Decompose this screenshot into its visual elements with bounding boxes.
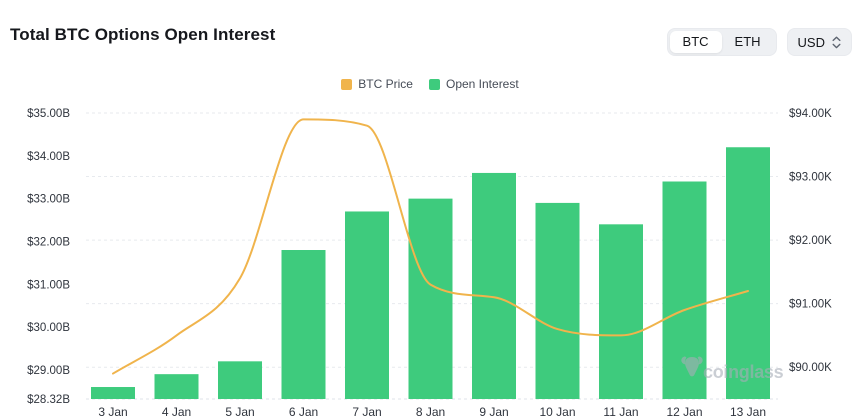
x-axis-tick-label: 10 Jan [539, 405, 575, 419]
x-axis-tick-label: 7 Jan [352, 405, 381, 419]
x-axis-tick-label: 13 Jan [730, 405, 766, 419]
open-interest-swatch-icon [428, 78, 440, 90]
open-interest-bar-9-jan[interactable] [472, 172, 516, 399]
x-axis-tick-label: 5 Jan [225, 405, 254, 419]
left-axis-tick-label: $35.00B [27, 108, 70, 120]
x-axis-tick-label: 8 Jan [416, 405, 445, 419]
open-interest-bar-13-jan[interactable] [726, 147, 770, 399]
open-interest-bar-10-jan[interactable] [535, 202, 580, 399]
open-interest-bar-7-jan[interactable] [345, 211, 389, 399]
left-axis-tick-label: $34.00B [27, 151, 70, 163]
x-axis-tick-label: 4 Jan [162, 405, 191, 419]
open-interest-bar-12-jan[interactable] [662, 181, 707, 399]
left-axis-tick-label: $30.00B [27, 322, 70, 334]
legend-label-open-interest: Open Interest [445, 77, 519, 91]
right-axis-tick-label: $94.00K [789, 108, 832, 120]
open-interest-bar-5-jan[interactable] [218, 361, 262, 399]
x-axis-tick-label: 12 Jan [666, 405, 702, 419]
x-axis-tick-label: 3 Jan [98, 405, 127, 419]
open-interest-bar-6-jan[interactable] [281, 250, 326, 399]
left-axis-tick-label: $32.00B [27, 236, 70, 248]
currency-select[interactable]: USD [786, 28, 852, 56]
legend-item-open-interest[interactable]: Open Interest [428, 77, 519, 91]
right-axis-tick-label: $93.00K [789, 172, 832, 184]
asset-toggle: BTC ETH [666, 28, 777, 56]
open-interest-bar-11-jan[interactable] [599, 224, 643, 399]
page-title: Total BTC Options Open Interest [10, 25, 276, 44]
open-interest-bar-8-jan[interactable] [408, 198, 453, 399]
currency-label: USD [797, 34, 825, 50]
btc-price-line[interactable] [112, 118, 749, 375]
header-controls: BTC ETH USD [666, 28, 852, 56]
x-axis-tick-label: 9 Jan [479, 405, 508, 419]
x-axis-tick-label: 6 Jan [289, 405, 318, 419]
open-interest-bar-4-jan[interactable] [154, 374, 199, 399]
x-axis-tick-label: 11 Jan [603, 405, 638, 419]
btc-toggle-button[interactable]: BTC [669, 31, 722, 53]
open-interest-bar-3-jan[interactable] [91, 387, 135, 399]
select-arrows-icon [832, 36, 841, 48]
legend-item-btc-price[interactable]: BTC Price [341, 77, 413, 91]
legend-label-btc-price: BTC Price [358, 77, 413, 91]
right-axis-tick-label: $92.00K [789, 235, 832, 247]
coinglass-bull-icon [681, 356, 703, 377]
right-axis-tick-label: $90.00K [789, 362, 832, 374]
left-axis-tick-label: $31.00B [27, 279, 70, 291]
left-axis-tick-label: $28.32B [27, 394, 70, 406]
left-axis-tick-label: $33.00B [27, 194, 70, 206]
right-axis-tick-label: $91.00K [789, 299, 832, 311]
eth-toggle-button[interactable]: ETH [722, 31, 774, 53]
coinglass-watermark-text: coinglass [703, 362, 784, 382]
legend: BTC Price Open Interest [0, 77, 860, 91]
btc-price-swatch-icon [341, 78, 353, 90]
left-axis-tick-label: $29.00B [27, 365, 70, 377]
